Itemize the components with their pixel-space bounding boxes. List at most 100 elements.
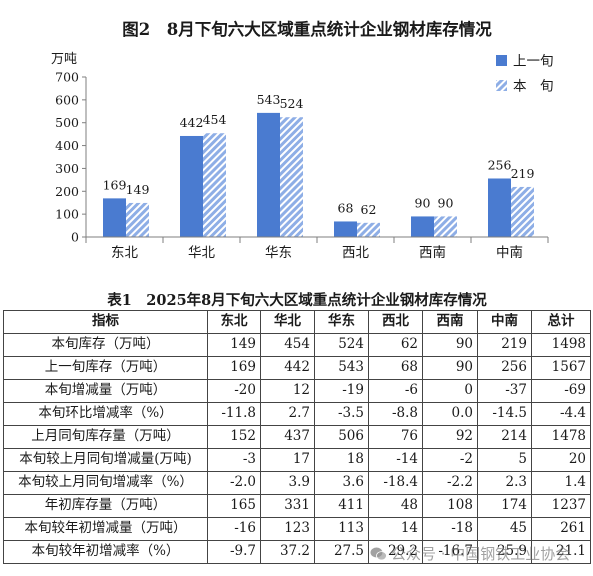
table-cell: -69 <box>531 379 591 403</box>
legend-label: 上一旬 <box>513 54 554 70</box>
bar-series-1: 169 442 543 68 90 256 <box>103 92 511 237</box>
row-label: 本旬环比增减率（%） <box>3 402 208 426</box>
table-cell: -20 <box>207 379 261 403</box>
x-category-label: 华东 <box>265 245 292 261</box>
column-header: 华东 <box>314 310 369 334</box>
table-cell: 1.4 <box>531 471 591 495</box>
column-header: 西北 <box>368 310 423 334</box>
chart-title: 图2 8月下旬六大区域重点统计企业钢材库存情况 <box>122 20 492 39</box>
x-category-label: 西南 <box>419 245 446 261</box>
table-cell: 113 <box>314 517 369 541</box>
row-label: 本旬库存（万吨） <box>3 333 208 357</box>
bar <box>334 221 357 237</box>
watermark-text: 公众号 · 中国钢铁工业协会 <box>391 545 571 563</box>
row-label: 本旬较上月同旬增减率（%） <box>3 471 208 495</box>
table-cell: 68 <box>368 356 423 380</box>
table-cell: -2.0 <box>207 471 261 495</box>
table-row: 本旬较上月同旬增减量(万吨) -3 17 18 -14 -2 5 20 <box>3 448 591 472</box>
table-cell: 37.2 <box>260 540 315 564</box>
row-label: 本旬较年初增减率（%） <box>3 540 208 564</box>
table-cell: 14 <box>368 517 423 541</box>
table-row: 上一旬库存（万吨） 169 442 543 68 90 256 1567 <box>3 356 591 380</box>
bar-value-label: 169 <box>103 177 127 192</box>
y-tick-label: 600 <box>55 92 79 107</box>
row-label: 本旬较上月同旬增减量(万吨) <box>3 448 208 472</box>
table-cell: 18 <box>314 448 369 472</box>
table-row: 本旬较年初增减率（%） -9.7 37.2 27.5 29.2 -16.7 25.9 21.1 <box>3 540 591 564</box>
table-cell: 219 <box>477 333 532 357</box>
y-tick-label: 100 <box>55 207 79 222</box>
table-cell: 90 <box>422 356 478 380</box>
table-row: 本旬库存（万吨） 149 454 524 62 90 219 1498 <box>3 333 591 357</box>
x-category-label: 华北 <box>188 245 215 261</box>
table-row: 年初库存量（万吨） 165 331 411 48 108 174 1237 <box>3 494 591 518</box>
legend-swatch <box>496 55 507 66</box>
column-header: 西南 <box>422 310 478 334</box>
table-cell: 214 <box>477 425 532 449</box>
table-cell: -6 <box>368 379 423 403</box>
bar-value-label: 90 <box>415 195 431 210</box>
table-cell: -3 <box>207 448 261 472</box>
bar-value-label: 149 <box>126 182 150 197</box>
table-cell: -4.4 <box>531 402 591 426</box>
bar <box>488 178 511 237</box>
bar-value-label: 442 <box>180 115 204 130</box>
table-cell: 25.9 <box>477 540 532 564</box>
table-cell: 21.1 <box>531 540 591 564</box>
table-cell: 1237 <box>531 494 591 518</box>
table-cell: -2.2 <box>422 471 478 495</box>
table-cell: -16.7 <box>422 540 478 564</box>
bar-value-label: 543 <box>257 92 281 107</box>
table-cell: 149 <box>207 333 261 357</box>
table-cell: -2 <box>422 448 478 472</box>
x-category-label: 中南 <box>496 245 523 261</box>
table-cell: 76 <box>368 425 423 449</box>
table-cell: 256 <box>477 356 532 380</box>
wechat-icon <box>370 547 387 560</box>
y-tick-label: 700 <box>55 70 79 85</box>
bar <box>280 117 303 237</box>
table-row: 本旬较年初增减量（万吨） -16 123 113 14 -18 45 261 <box>3 517 591 541</box>
table-row: 本旬较上月同旬增减率（%） -2.0 3.9 3.6 -18.4 -2.2 2.3 1.4 <box>3 471 591 495</box>
legend-label: 本 旬 <box>513 79 554 95</box>
y-axis-unit-label: 万吨 <box>51 52 78 67</box>
table-cell: 20 <box>531 448 591 472</box>
table-cell: 169 <box>207 356 261 380</box>
column-header: 东北 <box>207 310 261 334</box>
table-cell: 12 <box>260 379 315 403</box>
table-cell: 524 <box>314 333 369 357</box>
table-cell: -18.4 <box>368 471 423 495</box>
table-cell: -14.5 <box>477 402 532 426</box>
table-cell: -8.8 <box>368 402 423 426</box>
table-header-row: 指标 东北 华北 华东 西北 西南 中南 总计 <box>3 310 591 334</box>
table-cell: -18 <box>422 517 478 541</box>
table-cell: 261 <box>531 517 591 541</box>
table-cell: 108 <box>422 494 478 518</box>
table-cell: -16 <box>207 517 261 541</box>
table-cell: 506 <box>314 425 369 449</box>
table-cell: 152 <box>207 425 261 449</box>
y-tick-label: 500 <box>55 115 79 130</box>
y-tick-label: 300 <box>55 161 79 176</box>
table-cell: 331 <box>260 494 315 518</box>
table-cell: 62 <box>368 333 423 357</box>
bar <box>511 186 534 237</box>
table-cell: -14 <box>368 448 423 472</box>
table-cell: 1498 <box>531 333 591 357</box>
legend-swatch <box>496 80 507 91</box>
column-header: 华北 <box>260 310 315 334</box>
row-label: 本旬较年初增减量（万吨） <box>3 517 208 541</box>
table-cell: 0 <box>422 379 478 403</box>
table-title: 表1 2025年8月下旬六大区域重点统计企业钢材库存情况 <box>107 292 487 309</box>
table-cell: 2.3 <box>477 471 532 495</box>
table-cell: 0.0 <box>422 402 478 426</box>
table-cell: 543 <box>314 356 369 380</box>
y-tick-label: 200 <box>55 184 79 199</box>
column-header: 中南 <box>477 310 532 334</box>
table-cell: 411 <box>314 494 369 518</box>
watermark: 公众号 · 中国钢铁工业协会 <box>370 543 570 564</box>
row-label: 上一旬库存（万吨） <box>3 356 208 380</box>
y-tick-label: 0 <box>71 230 79 245</box>
table-row: 上月同旬库存量（万吨） 152 437 506 76 92 214 1478 <box>3 425 591 449</box>
table-cell: -9.7 <box>207 540 261 564</box>
